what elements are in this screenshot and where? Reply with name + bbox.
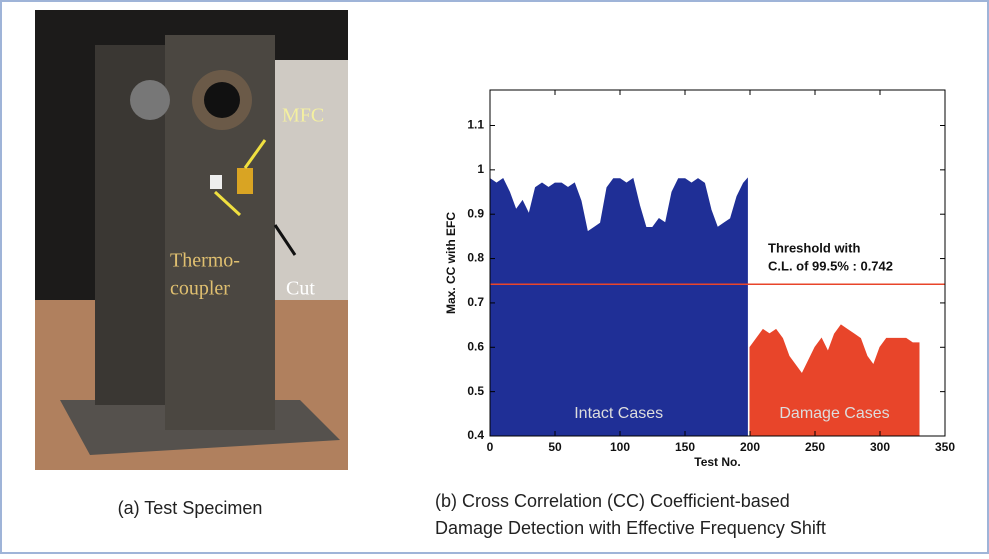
x-tick-label: 150 [675,440,695,454]
x-tick-label: 0 [487,440,494,454]
y-tick-label: 0.9 [467,206,484,220]
y-tick-label: 1 [477,162,484,176]
series-label: Damage Cases [779,405,889,422]
x-axis-label: Test No. [694,455,740,469]
y-tick-label: 0.8 [467,251,484,265]
x-tick-label: 350 [935,440,955,454]
photo-label: Thermo- [170,250,240,272]
annotation: Threshold with [768,240,861,255]
y-tick-label: 0.7 [467,295,484,309]
photo-label: Cut [286,278,315,300]
x-tick-label: 200 [740,440,760,454]
photo-label: coupler [170,278,230,300]
x-tick-label: 300 [870,440,890,454]
caption: (b) Cross Correlation (CC) Coefficient-b… [435,491,790,511]
x-tick-label: 250 [805,440,825,454]
y-tick-label: 0.4 [467,428,484,442]
y-tick-label: 0.6 [467,339,484,353]
x-tick-label: 50 [548,440,562,454]
caption: Damage Detection with Effective Frequenc… [435,518,826,538]
y-axis-label: Max. CC with EFC [444,212,458,314]
caption: (a) Test Specimen [118,498,263,518]
figure: MFC Thermo- coupler Cut (a) Test Specime… [0,0,989,554]
area [490,179,747,436]
y-tick-label: 0.5 [467,384,484,398]
x-tick-label: 100 [610,440,630,454]
series-label: Intact Cases [574,405,663,422]
photo-label: MFC [282,105,324,127]
photo [35,10,348,470]
annotation: C.L. of 99.5% : 0.742 [768,258,893,273]
y-tick-label: 1.1 [467,118,484,132]
